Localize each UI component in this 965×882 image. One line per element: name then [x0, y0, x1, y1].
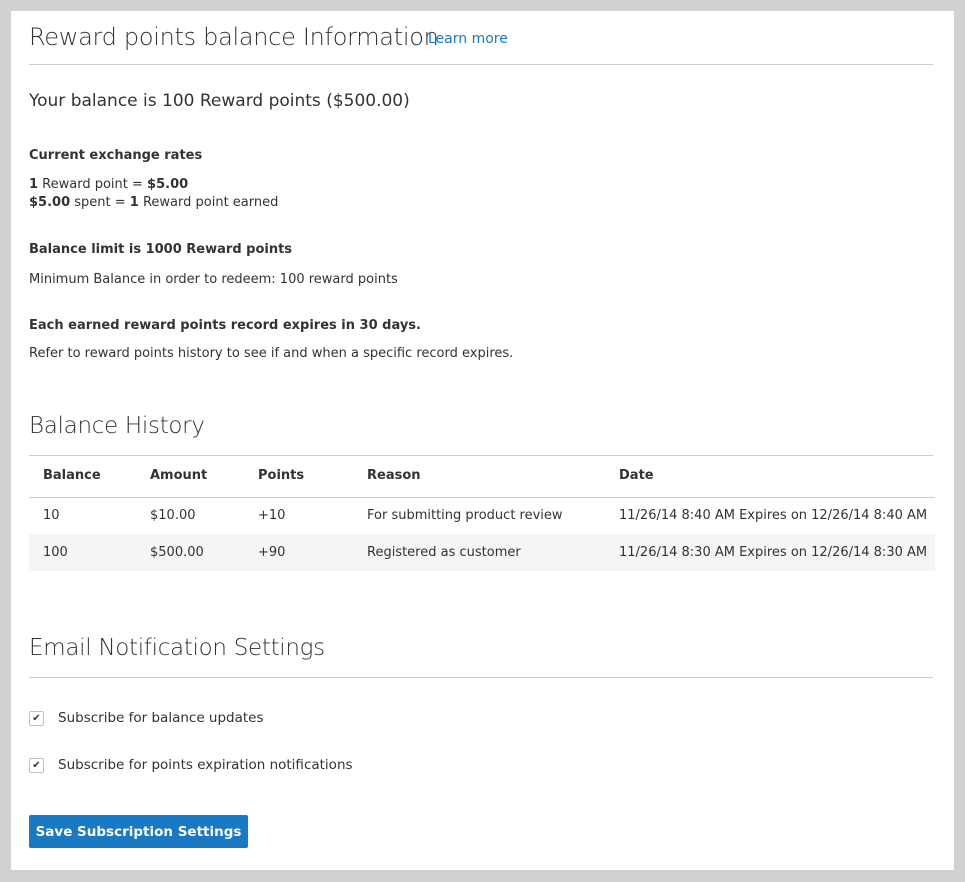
balance-history-table: Balance Amount Points Reason Date 10 $10…	[29, 455, 935, 571]
balance-limit-heading: Balance limit is 1000 Reward points	[29, 242, 293, 257]
cell-reason: Registered as customer	[353, 534, 605, 571]
expiration-notifications-checkbox[interactable]: ✔	[29, 758, 44, 773]
cell-points: +10	[258, 508, 286, 524]
expiry-heading: Each earned reward points record expires…	[29, 318, 421, 333]
learn-more-link[interactable]: Learn more	[428, 31, 508, 47]
exchange-rate-1: 1 Reward point = $5.00	[29, 177, 189, 192]
exchange-rates-heading: Current exchange rates	[29, 148, 203, 163]
cell-reason: For submitting product review	[367, 508, 563, 524]
cell-amount: $500.00	[136, 534, 244, 571]
cell-date: 11/26/14 8:40 AM Expires on 12/26/14 8:4…	[619, 508, 928, 524]
exchange-rate-2: $5.00 spent = 1 Reward point earned	[29, 195, 279, 210]
column-header-balance: Balance	[29, 455, 136, 498]
balance-updates-label[interactable]: Subscribe for balance updates	[58, 710, 264, 726]
divider	[29, 64, 933, 65]
save-subscription-settings-button[interactable]: Save Subscription Settings	[29, 815, 248, 848]
checkmark-icon: ✔	[32, 713, 41, 724]
table-row: 100 $500.00 +90 Registered as customer 1…	[29, 534, 935, 571]
page-title: Reward points balance Information	[29, 23, 439, 51]
column-header-reason: Reason	[353, 455, 605, 498]
reward-points-panel: Reward points balance Information Learn …	[11, 11, 954, 870]
cell-amount: $10.00	[150, 508, 196, 524]
balance-history-title: Balance History	[29, 413, 205, 439]
column-header-date: Date	[605, 455, 935, 498]
email-settings-title: Email Notification Settings	[29, 635, 325, 661]
cell-points: +90	[244, 534, 353, 571]
column-header-amount: Amount	[136, 455, 244, 498]
column-header-points: Points	[244, 455, 353, 498]
table-row: 10 $10.00 +10 For submitting product rev…	[29, 497, 935, 534]
cell-balance: 100	[29, 534, 136, 571]
expiration-notifications-label[interactable]: Subscribe for points expiration notifica…	[58, 757, 353, 773]
balance-updates-checkbox[interactable]: ✔	[29, 711, 44, 726]
table-header-row: Balance Amount Points Reason Date	[29, 455, 935, 498]
checkmark-icon: ✔	[32, 760, 41, 771]
divider	[29, 677, 933, 678]
cell-date: 11/26/14 8:30 AM Expires on 12/26/14 8:3…	[605, 534, 935, 571]
expiry-text: Refer to reward points history to see if…	[29, 346, 514, 361]
minimum-balance-text: Minimum Balance in order to redeem: 100 …	[29, 272, 398, 287]
balance-summary: Your balance is 100 Reward points ($500.…	[29, 91, 410, 111]
cell-balance: 10	[43, 508, 60, 524]
